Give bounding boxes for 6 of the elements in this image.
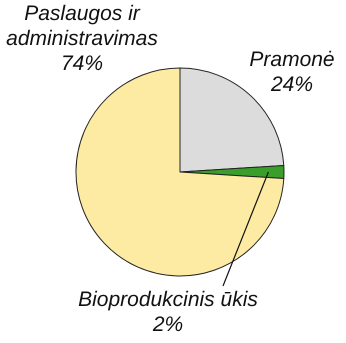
data-label: 24% (270, 73, 314, 96)
slice-label: Pramonė (249, 48, 335, 71)
slice-label: Paslaugos ir administravimas (6, 2, 158, 50)
data-label: 2% (152, 313, 184, 336)
slice-label: Bioprodukcinis ūkis (78, 288, 258, 311)
data-label: 74% (60, 52, 104, 75)
